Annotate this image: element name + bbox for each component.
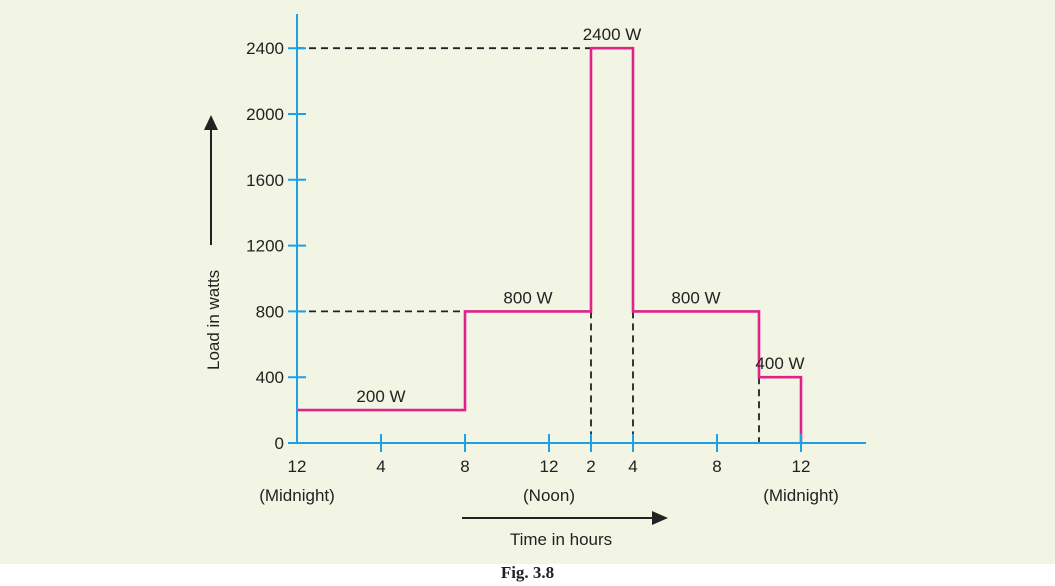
y-tick-label: 2400 bbox=[246, 39, 284, 58]
y-tick-label: 1600 bbox=[246, 171, 284, 190]
y-tick-label: 800 bbox=[256, 302, 284, 321]
y-axis-title: Load in watts bbox=[204, 270, 223, 370]
x-tick-sublabel: (Midnight) bbox=[259, 486, 335, 505]
y-tick-label: 1200 bbox=[246, 237, 284, 256]
axes bbox=[296, 14, 866, 444]
load-step-line bbox=[297, 46, 803, 443]
y-tick-label: 400 bbox=[256, 368, 284, 387]
x-axis-label: Time in hours bbox=[510, 530, 612, 549]
segment-label: 800 W bbox=[671, 288, 720, 307]
x-tick-label: 4 bbox=[376, 457, 385, 476]
x-tick-label: 2 bbox=[586, 457, 595, 476]
y-tick-label: 2000 bbox=[246, 105, 284, 124]
x-direction-arrow-icon bbox=[652, 511, 668, 525]
x-tick-label: 8 bbox=[460, 457, 469, 476]
x-tick-label: 12 bbox=[288, 457, 307, 476]
segment-label: 2400 W bbox=[583, 25, 642, 44]
y-direction-arrow-icon bbox=[204, 115, 218, 130]
x-tick-label: 8 bbox=[712, 457, 721, 476]
figure-caption: Fig. 3.8 bbox=[500, 563, 555, 582]
segment-labels: 200 W 800 W 2400 W 800 W 400 W bbox=[356, 25, 804, 406]
ticks: 0 400 800 1200 1600 2000 2400 12 (Midnight) 4 8 12 (… bbox=[246, 39, 839, 505]
x-tick-label: 12 bbox=[540, 457, 559, 476]
segment-label: 400 W bbox=[755, 354, 804, 373]
x-tick-label: 4 bbox=[628, 457, 637, 476]
y-axis-label: Load in watts bbox=[204, 270, 223, 370]
segment-label: 200 W bbox=[356, 387, 405, 406]
load-curve bbox=[297, 46, 803, 443]
y-tick-label: 0 bbox=[275, 434, 284, 453]
x-tick-label: 12 bbox=[792, 457, 811, 476]
x-tick-sublabel: (Midnight) bbox=[763, 486, 839, 505]
guide-lines bbox=[297, 47, 760, 443]
figure-panel bbox=[0, 0, 1055, 564]
segment-label: 800 W bbox=[503, 288, 552, 307]
x-tick-sublabel: (Noon) bbox=[523, 486, 575, 505]
